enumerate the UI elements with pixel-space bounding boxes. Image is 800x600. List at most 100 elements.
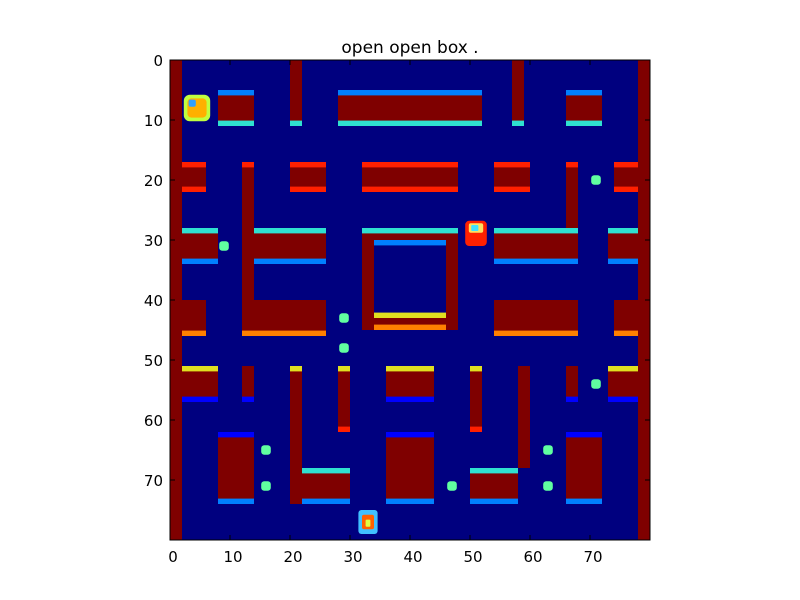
maze-wall	[386, 432, 434, 504]
wall-edge-bottom	[182, 330, 206, 336]
maze-wall	[608, 366, 638, 402]
wall-edge-bottom	[614, 330, 638, 336]
game-frame	[169, 59, 651, 541]
y-tick-label: 30	[144, 232, 163, 250]
pellet	[591, 379, 601, 389]
wall-edge-top	[608, 366, 638, 372]
maze-wall	[242, 162, 254, 300]
wall-edge-top	[362, 162, 458, 168]
maze-wall	[566, 366, 578, 402]
wall-edge-bottom	[290, 186, 326, 192]
agent-highlight	[365, 519, 371, 527]
maze-wall	[338, 90, 482, 126]
wall-edge-bottom	[182, 186, 206, 192]
pellet	[543, 481, 553, 491]
ghost-2	[358, 510, 378, 534]
maze-wall	[518, 366, 530, 468]
wall-edge-bottom	[614, 186, 638, 192]
maze-wall	[470, 468, 518, 504]
wall-edge-top	[182, 366, 218, 372]
wall-edge-bottom	[182, 258, 218, 264]
maze-wall	[494, 300, 578, 336]
x-tick-label: 50	[463, 548, 482, 566]
maze-wall	[218, 90, 254, 126]
pellet	[543, 445, 553, 455]
wall-edge-bottom	[470, 498, 518, 504]
wall-edge-bottom	[218, 120, 254, 126]
wall-edge-top	[614, 162, 638, 168]
wall-edge-top	[386, 366, 434, 372]
y-tick-label: 20	[144, 172, 163, 190]
wall-edge-top	[182, 162, 206, 168]
player	[183, 94, 211, 122]
y-tick-label: 40	[144, 292, 163, 310]
maze-wall	[362, 240, 374, 330]
x-tick-label: 70	[583, 548, 602, 566]
wall-edge-top	[218, 90, 254, 96]
maze-wall	[614, 300, 638, 336]
wall-edge-bottom	[512, 120, 524, 126]
wall-edge-bottom	[254, 258, 326, 264]
wall-edge-top	[608, 228, 638, 234]
maze-wall	[182, 228, 218, 264]
wall-edge-top	[362, 228, 458, 234]
maze-wall	[566, 432, 602, 504]
maze-walls	[170, 60, 650, 540]
pellet	[219, 241, 229, 251]
pellet	[261, 481, 271, 491]
wall-edge-bottom	[470, 426, 482, 432]
pellet	[261, 445, 271, 455]
wall-edge-top	[302, 468, 350, 474]
plot-title: open open box .	[341, 38, 478, 58]
y-tick-label: 10	[144, 112, 163, 130]
wall-edge-top	[290, 366, 302, 372]
wall-edge-bottom	[242, 396, 254, 402]
wall-edge-bottom	[566, 498, 602, 504]
x-tick-label: 40	[403, 548, 422, 566]
wall-edge-bottom	[566, 120, 602, 126]
y-tick-label: 60	[144, 412, 163, 430]
maze-wall	[218, 432, 254, 504]
maze-wall	[290, 60, 302, 126]
wall-edge-top	[386, 432, 434, 438]
box-inner-edge	[374, 240, 446, 246]
maze-wall	[254, 228, 326, 264]
wall-edge-bottom	[374, 324, 446, 330]
wall-edge-top	[218, 432, 254, 438]
box-inner-edge	[374, 312, 446, 318]
maze-wall	[182, 300, 206, 336]
wall-edge-top	[290, 162, 326, 168]
wall-edge-bottom	[362, 186, 458, 192]
wall-edge-bottom	[218, 498, 254, 504]
y-tick-label: 0	[153, 52, 163, 70]
wall-edge-top	[254, 228, 326, 234]
wall-edge-bottom	[290, 120, 302, 126]
maze-wall	[470, 366, 482, 432]
maze-wall	[290, 366, 302, 504]
wall-edge-top	[242, 162, 254, 168]
wall-edge-top	[494, 228, 578, 234]
wall-edge-bottom	[242, 330, 326, 336]
pellet	[339, 343, 349, 353]
wall-edge-bottom	[608, 396, 638, 402]
wall-edge-top	[566, 432, 602, 438]
wall-edge-bottom	[494, 258, 578, 264]
wall-edge-bottom	[386, 396, 434, 402]
x-tick-label: 30	[343, 548, 362, 566]
x-tick-label: 20	[283, 548, 302, 566]
maze-wall	[512, 60, 524, 126]
x-tick-label: 60	[523, 548, 542, 566]
wall-edge-bottom	[182, 396, 218, 402]
wall-edge-bottom	[494, 330, 578, 336]
agents	[183, 94, 487, 534]
maze-wall	[302, 468, 350, 504]
wall-edge-top	[566, 162, 578, 168]
wall-edge-top	[338, 90, 482, 96]
maze-wall	[242, 300, 326, 336]
pellet	[339, 313, 349, 323]
y-tick-label: 70	[144, 472, 163, 490]
wall-edge-bottom	[338, 120, 482, 126]
wall-edge-top	[470, 468, 518, 474]
wall-edge-bottom	[494, 186, 530, 192]
